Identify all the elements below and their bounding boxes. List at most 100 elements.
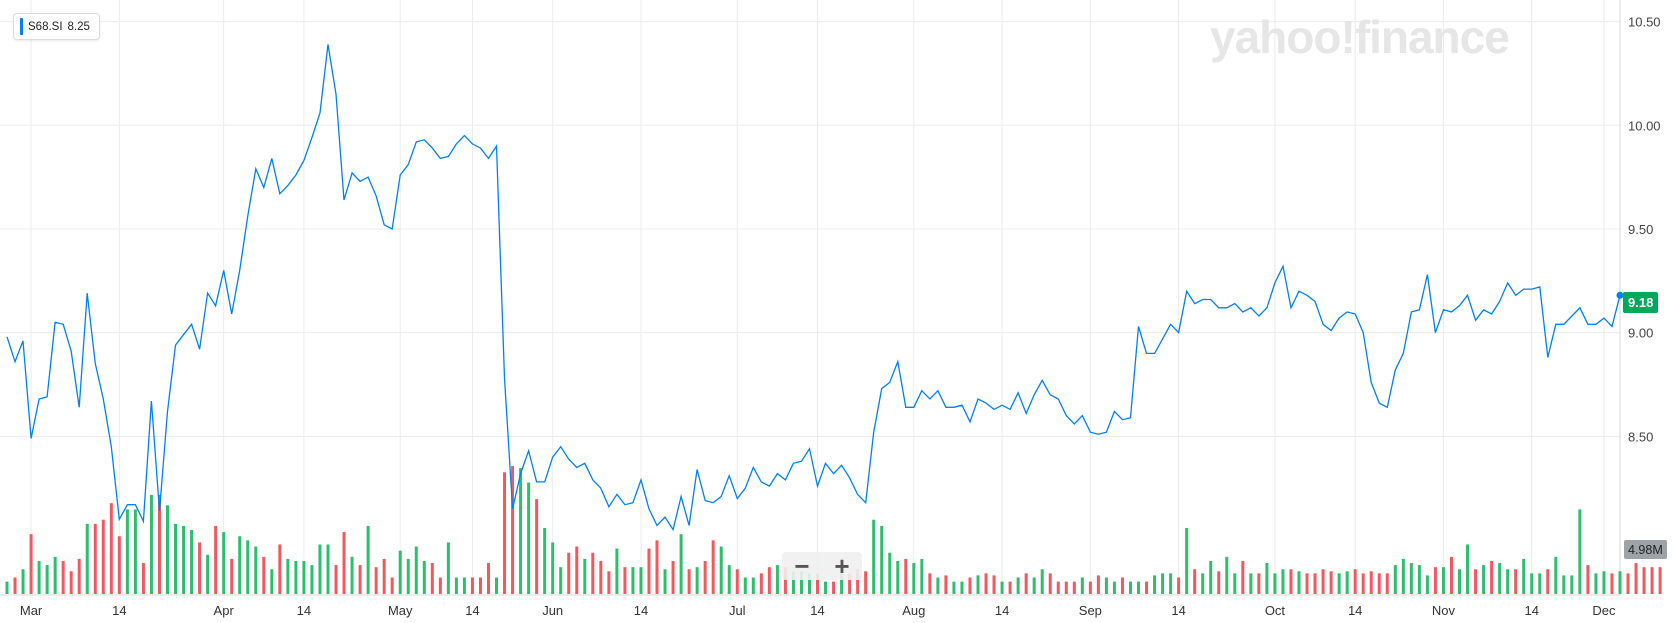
symbol-legend[interactable]: S68.SI 8.25 [13, 13, 100, 40]
volume-bar [695, 567, 699, 594]
volume-bar [1377, 573, 1381, 594]
volume-bar [880, 525, 884, 594]
x-tick-label: Mar [20, 603, 43, 618]
volume-bar [1297, 571, 1301, 594]
volume-bar [85, 523, 89, 594]
volume-bar [478, 577, 482, 594]
volume-bar [1562, 575, 1566, 594]
volume-bar [824, 581, 828, 594]
volume-bar [807, 573, 811, 594]
x-tick-label: May [388, 603, 413, 618]
volume-bar [928, 573, 932, 594]
volume-bar [462, 577, 466, 594]
volume-bar [1209, 560, 1213, 594]
volume-bar [1425, 575, 1429, 594]
volume-bar [1337, 573, 1341, 594]
x-tick-label: Dec [1592, 603, 1616, 618]
legend-symbol: S68.SI [28, 20, 63, 33]
volume-bar [1040, 569, 1044, 594]
volume-bar [1257, 573, 1261, 594]
volume-bar [535, 499, 539, 594]
volume-bar [174, 523, 178, 594]
volume-bar [503, 472, 507, 594]
volume-bar [1080, 577, 1084, 594]
volume-bar [1482, 565, 1486, 594]
volume-bar [1265, 563, 1269, 594]
x-tick-label: Aug [902, 603, 925, 618]
volume-bar [687, 569, 691, 594]
volume-bar [1538, 573, 1542, 594]
volume-bar [398, 550, 402, 594]
volume-bar [896, 560, 900, 594]
volume-bar [968, 577, 972, 594]
volume-bar [1273, 573, 1277, 594]
volume-bar [992, 575, 996, 594]
volume-bar [310, 565, 314, 594]
series-color-swatch [20, 18, 23, 35]
volume-bar [816, 573, 820, 594]
last-price-point [1616, 291, 1624, 299]
volume-bar [270, 569, 274, 594]
volume-bar [326, 544, 330, 594]
volume-bar [872, 519, 876, 594]
x-tick-label: Jul [729, 603, 746, 618]
volume-bar [1137, 581, 1141, 594]
volume-bar [952, 581, 956, 594]
volume-bar [663, 569, 667, 594]
volume-bar [1193, 569, 1197, 594]
volume-bar [775, 565, 779, 594]
volume-bar [334, 565, 338, 594]
volume-bar [799, 571, 803, 594]
volume-bar [888, 552, 892, 594]
volume-bar [294, 560, 298, 594]
yahoo-finance-logo: yahoo!finance [1210, 11, 1510, 63]
y-tick-label: 9.50 [1628, 222, 1653, 237]
volume-bar [1281, 569, 1285, 594]
volume-bar [13, 577, 17, 594]
volume-bar [944, 575, 948, 594]
volume-bar [519, 468, 523, 594]
volume-bar [1522, 558, 1526, 594]
volume-bar [125, 509, 129, 594]
volume-bar [543, 527, 547, 594]
x-tick-label: 14 [297, 603, 311, 618]
volume-bar [671, 560, 675, 594]
volume-bar [422, 560, 426, 594]
volume-bar [984, 573, 988, 594]
volume-bar [1474, 569, 1478, 594]
volume-bar [1441, 567, 1445, 594]
volume-bar [358, 565, 362, 594]
zoom-out-button[interactable]: − [794, 550, 810, 581]
volume-bar [1506, 569, 1510, 594]
x-tick-label: Oct [1265, 603, 1286, 618]
volume-bar [1570, 575, 1574, 594]
zoom-in-button[interactable]: + [834, 550, 850, 581]
volume-bar [1329, 571, 1333, 594]
volume-bar [157, 494, 161, 594]
volume-bar [350, 556, 354, 594]
volume-bar [920, 558, 924, 594]
zoom-controls: − + [782, 550, 862, 581]
volume-bar [511, 466, 515, 594]
x-tick-label: 14 [112, 603, 126, 618]
volume-bar [318, 544, 322, 594]
x-tick-label: Apr [214, 603, 235, 618]
volume-bar [262, 556, 266, 594]
volume-bar [302, 560, 306, 594]
volume-bar [21, 569, 25, 594]
volume-bar [679, 534, 683, 594]
volume-bar [615, 548, 619, 594]
volume-bar [527, 482, 531, 594]
y-tick-label: 8.50 [1628, 429, 1653, 444]
volume-bar [783, 567, 787, 594]
volume-bar [727, 565, 731, 594]
volume-bar [93, 523, 97, 594]
volume-bar [342, 532, 346, 594]
volume-bar [1393, 565, 1397, 594]
volume-bar [936, 577, 940, 594]
volume-bar [406, 558, 410, 594]
volume-bar [735, 569, 739, 594]
volume-bar [190, 530, 194, 594]
volume-bar [1498, 563, 1502, 594]
